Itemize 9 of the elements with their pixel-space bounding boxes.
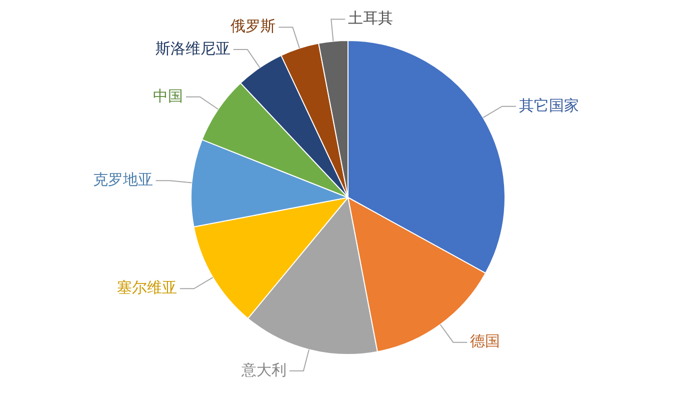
slice-label: 克罗地亚 (92, 170, 153, 189)
slice-label: 德国 (470, 332, 500, 350)
slice-label: 斯洛维尼亚 (155, 39, 230, 58)
slice-label: 其它国家 (519, 96, 580, 114)
slice-label: 土耳其 (348, 9, 394, 28)
slice-label: 意大利 (240, 360, 286, 379)
slice-label: 中国 (152, 86, 183, 105)
slice-label: 俄罗斯 (230, 17, 276, 36)
slice-label: 塞尔维亚 (116, 278, 177, 297)
